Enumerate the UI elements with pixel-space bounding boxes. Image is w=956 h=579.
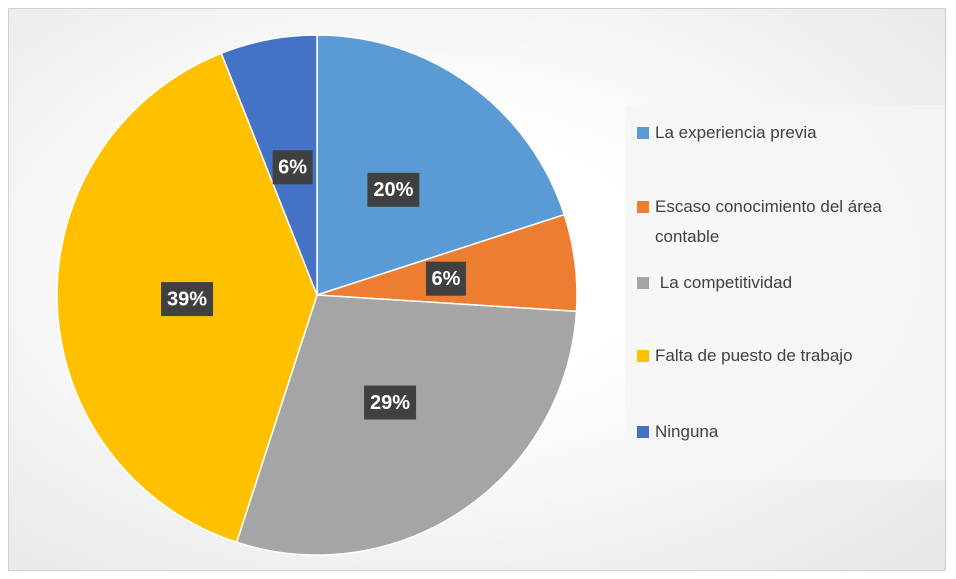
legend-item: Escaso conocimiento del área contable bbox=[637, 192, 937, 252]
legend: La experiencia previa Escaso conocimiento… bbox=[625, 105, 945, 480]
pie-slice bbox=[316, 34, 566, 297]
data-label: 6% bbox=[278, 157, 307, 179]
pie-slice bbox=[235, 294, 578, 556]
data-label-box bbox=[272, 150, 313, 185]
legend-swatch bbox=[637, 201, 649, 213]
legend-item: Ninguna bbox=[637, 417, 937, 447]
pie-slice bbox=[220, 34, 318, 296]
legend-label: Escaso conocimiento del área contable bbox=[655, 197, 887, 246]
data-label: 39% bbox=[167, 288, 207, 310]
legend-item: Falta de puesto de trabajo bbox=[637, 341, 937, 371]
data-label-box bbox=[425, 261, 466, 296]
data-label-box bbox=[364, 385, 417, 420]
legend-swatch bbox=[637, 127, 649, 139]
legend-item: La competitividad bbox=[637, 268, 937, 298]
legend-label: Falta de puesto de trabajo bbox=[655, 346, 853, 365]
data-label: 20% bbox=[373, 179, 413, 201]
data-label: 6% bbox=[432, 268, 461, 290]
legend-label: Ninguna bbox=[655, 422, 719, 441]
legend-swatch bbox=[637, 350, 649, 362]
legend-label: La competitividad bbox=[655, 273, 793, 292]
legend-label: La experiencia previa bbox=[655, 123, 817, 142]
data-label-box bbox=[367, 172, 420, 207]
legend-item: La experiencia previa bbox=[637, 118, 937, 148]
legend-swatch bbox=[637, 426, 649, 438]
data-label-box bbox=[161, 282, 214, 317]
legend-swatch bbox=[637, 277, 649, 289]
data-label: 29% bbox=[370, 392, 410, 414]
